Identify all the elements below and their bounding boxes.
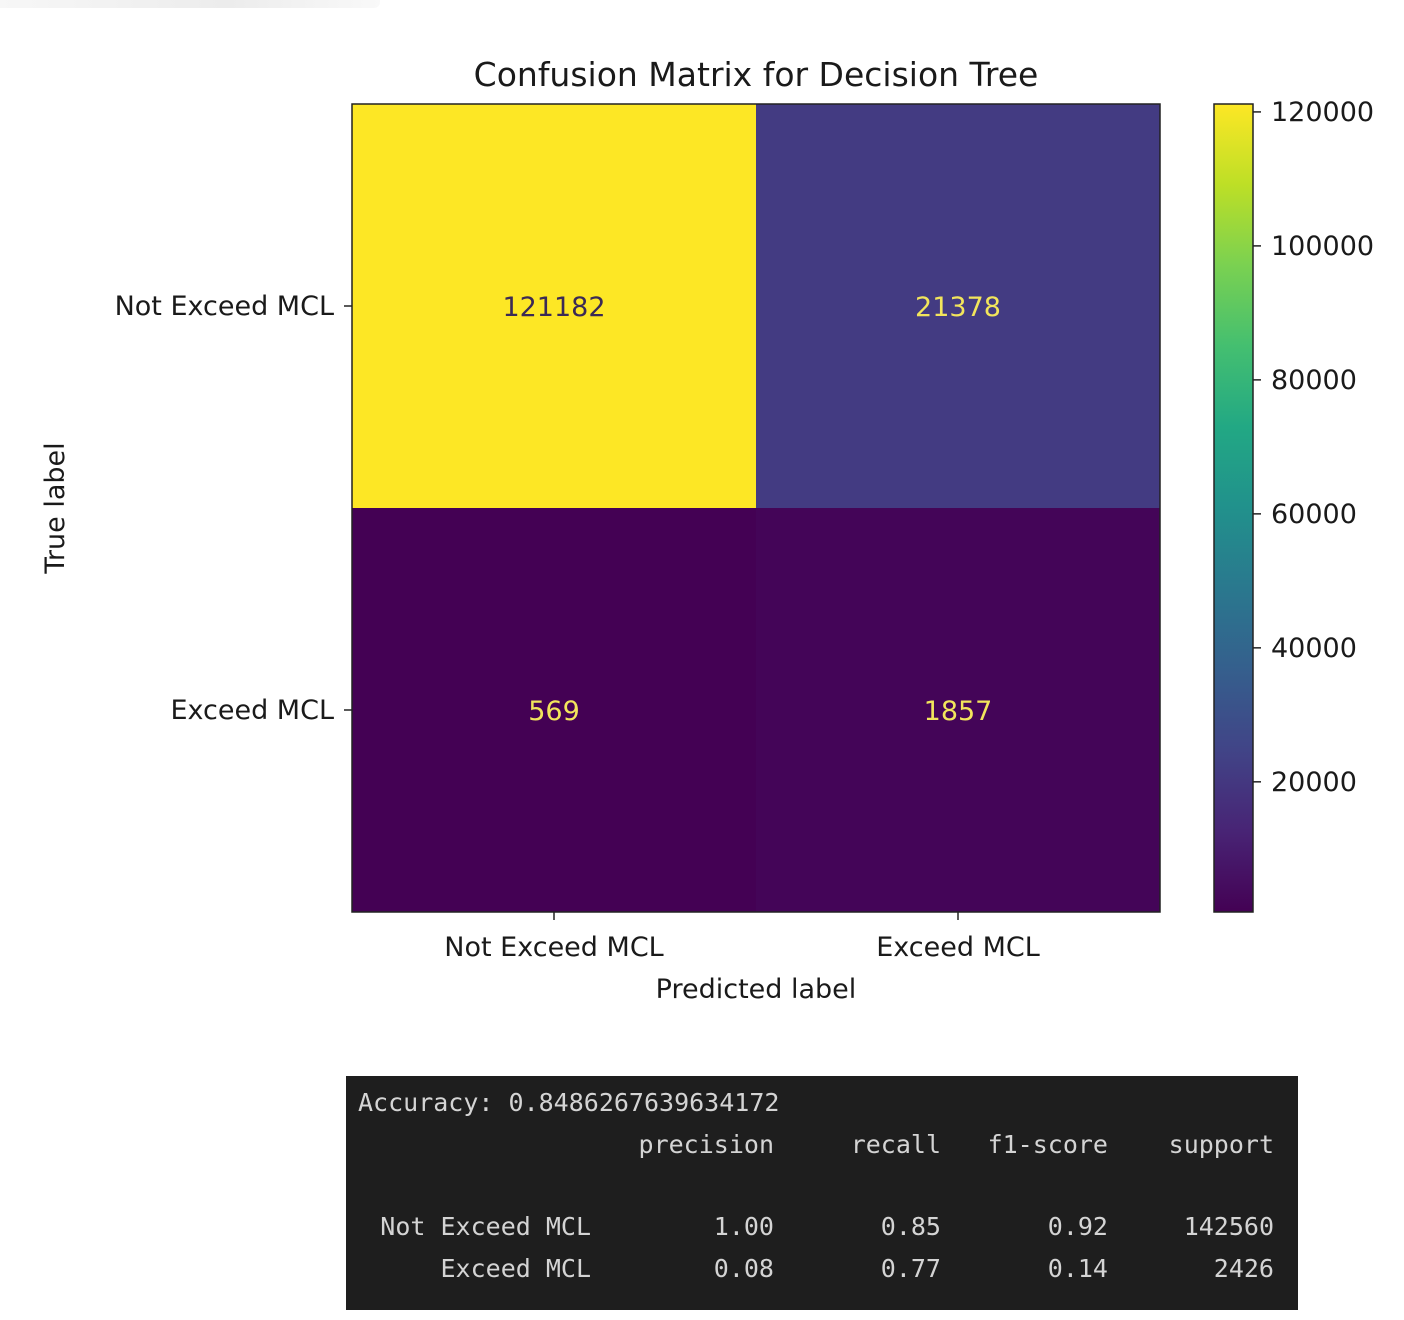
cell-value-1-1: 1857 xyxy=(924,696,993,727)
y-axis-label: True label xyxy=(40,442,71,574)
row0-recall: 0.85 xyxy=(880,1212,941,1241)
colorbar-tick-label-4: 100000 xyxy=(1271,231,1374,262)
x-tick-label-1: Exceed MCL xyxy=(876,932,1040,963)
confusion-matrix-chart: 121182 21378 569 1857 Confusion Matrix for D… xyxy=(40,55,1374,1005)
row1-f1: 0.14 xyxy=(1047,1254,1108,1283)
y-tick-label-0: Not Exceed MCL xyxy=(115,291,334,322)
row1-support: 2426 xyxy=(1213,1254,1274,1283)
header-recall: recall xyxy=(850,1130,941,1159)
matrix-cell-0-0 xyxy=(352,104,756,508)
header-support: support xyxy=(1168,1130,1274,1159)
colorbar-tick-label-0: 20000 xyxy=(1271,767,1357,798)
matrix-cell-0-1 xyxy=(756,104,1160,508)
colorbar-tick-label-1: 40000 xyxy=(1271,633,1357,664)
row0-f1: 0.92 xyxy=(1047,1212,1108,1241)
row-label-not-exceed: Not Exceed MCL xyxy=(380,1212,591,1241)
cell-value-0-1: 21378 xyxy=(915,292,1001,323)
y-tick-label-1: Exceed MCL xyxy=(170,695,334,726)
top-bar-remnant xyxy=(0,0,380,8)
colorbar-frame xyxy=(1213,103,1254,913)
cell-value-0-0: 121182 xyxy=(502,292,605,323)
row0-support: 142560 xyxy=(1183,1212,1274,1241)
colorbar-tick-label-5: 120000 xyxy=(1271,97,1374,128)
matrix-cell-1-1 xyxy=(756,508,1160,912)
matrix-cell-1-0 xyxy=(352,508,756,912)
row-label-exceed: Exceed MCL xyxy=(440,1254,591,1283)
row0-precision: 1.00 xyxy=(713,1212,774,1241)
chart-title: Confusion Matrix for Decision Tree xyxy=(474,55,1039,94)
colorbar-tick-label-2: 60000 xyxy=(1271,499,1357,530)
cell-value-1-0: 569 xyxy=(528,696,580,727)
x-axis-label: Predicted label xyxy=(656,974,857,1005)
header-precision: precision xyxy=(638,1130,774,1159)
x-tick-label-0: Not Exceed MCL xyxy=(444,932,663,963)
row1-recall: 0.77 xyxy=(880,1254,941,1283)
accuracy-line: Accuracy: 0.8486267639634172 xyxy=(358,1088,780,1117)
colorbar-tick-label-3: 80000 xyxy=(1271,365,1357,396)
row1-precision: 0.08 xyxy=(713,1254,774,1283)
header-f1-score: f1-score xyxy=(987,1130,1108,1159)
plot-frame xyxy=(351,103,1161,913)
classification-report-panel: Accuracy: 0.8486267639634172 precision r… xyxy=(346,1076,1298,1310)
colorbar-gradient xyxy=(1214,104,1253,912)
